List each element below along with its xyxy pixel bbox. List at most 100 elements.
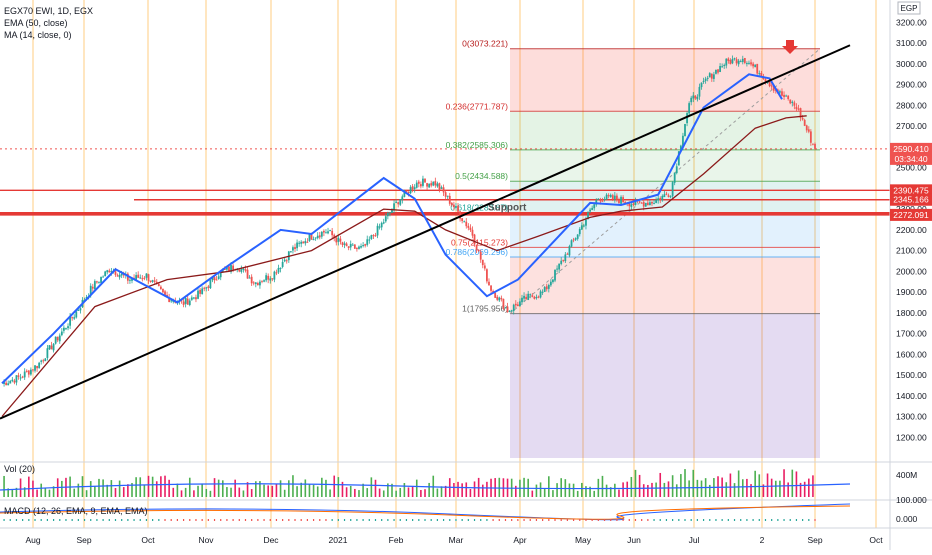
- volume-bar: [61, 480, 63, 497]
- candle-body: [547, 285, 550, 289]
- volume-bar: [110, 480, 113, 497]
- legend-symbol[interactable]: EGX70 EWI, 1D, EGX: [4, 6, 93, 16]
- candle-body: [673, 172, 676, 183]
- macd-histogram-bar: [213, 519, 216, 521]
- volume-bar: [3, 475, 5, 497]
- candle-body: [764, 79, 767, 82]
- candle-body: [475, 244, 478, 251]
- macd-histogram-bar: [690, 519, 692, 521]
- candle-body: [525, 296, 528, 300]
- candle-body: [603, 199, 606, 201]
- candle-body: [362, 245, 365, 247]
- volume-bar: [382, 490, 385, 497]
- legend-ma-text: MA (14, close, 0): [4, 30, 72, 40]
- legend-volume[interactable]: Vol (20): [4, 464, 35, 474]
- candle-body: [38, 362, 41, 368]
- volume-bar: [213, 478, 216, 497]
- candle-body: [611, 195, 614, 199]
- candle-body: [250, 276, 253, 284]
- macd-histogram-bar: [325, 519, 327, 521]
- candle-body: [545, 286, 548, 290]
- candle-body: [572, 239, 575, 241]
- price-label-text: 2590.410: [893, 144, 929, 154]
- candle-body: [630, 204, 633, 207]
- macd-histogram-bar: [288, 519, 290, 521]
- fib-extension-zone: [510, 313, 820, 458]
- volume-bar: [725, 482, 728, 497]
- volume-bar: [779, 480, 781, 497]
- candle-body: [428, 183, 431, 188]
- volume-bar: [234, 479, 236, 497]
- macd-histogram-bar: [22, 519, 24, 521]
- macd-histogram-bar: [665, 519, 668, 521]
- price-axis-tick: 2200.00: [896, 225, 927, 235]
- macd-histogram-bar: [269, 519, 271, 521]
- candle-body: [665, 193, 668, 195]
- candle-body: [360, 246, 362, 248]
- macd-histogram-bar: [176, 519, 178, 521]
- candle-body: [65, 328, 67, 330]
- legend-ema[interactable]: EMA (50, close): [4, 18, 68, 28]
- candle-body: [471, 229, 474, 236]
- candle-body: [230, 265, 232, 272]
- candle-body: [329, 230, 331, 232]
- candle-body: [63, 327, 65, 331]
- legend-ma[interactable]: MA (14, close, 0): [4, 30, 72, 40]
- candle-body: [168, 297, 171, 302]
- candle-body: [347, 246, 350, 249]
- volume-bar: [746, 478, 748, 497]
- candle-body: [221, 269, 224, 272]
- volume-bar: [465, 482, 468, 497]
- legend-macd[interactable]: MACD (12, 26, EMA, 9, EMA, EMA): [4, 506, 148, 516]
- candle-body: [108, 270, 111, 273]
- candle-body: [339, 238, 342, 242]
- candle-body: [442, 187, 445, 193]
- candle-body: [481, 259, 484, 266]
- candle-body: [190, 297, 193, 300]
- candle-body: [25, 370, 28, 372]
- candle-body: [537, 296, 540, 298]
- candle-body: [814, 143, 816, 149]
- macd-histogram-bar: [133, 519, 135, 521]
- volume-bar: [774, 480, 777, 497]
- candle-body: [302, 241, 305, 244]
- candle-body: [273, 271, 276, 280]
- candle-body: [756, 63, 759, 74]
- candle-body: [281, 261, 284, 267]
- macd-histogram-bar: [139, 519, 141, 521]
- candle-body: [605, 194, 608, 200]
- candle-body: [671, 182, 674, 197]
- candle-body: [267, 275, 270, 280]
- candle-body: [477, 249, 480, 251]
- macd-histogram-bar: [467, 519, 469, 521]
- candle-body: [98, 282, 100, 284]
- candle-body: [279, 267, 282, 269]
- volume-bar: [193, 490, 195, 497]
- fib-zone: [510, 149, 820, 182]
- macd-axis-tick: 100.000: [896, 495, 927, 505]
- candle-body: [34, 365, 36, 371]
- macd-histogram-bar: [764, 519, 767, 521]
- volume-bar: [131, 482, 133, 497]
- volume-bar: [267, 485, 269, 497]
- candle-body: [141, 278, 144, 280]
- candle-body: [539, 291, 542, 298]
- candle-body: [409, 187, 412, 194]
- volume-bar: [94, 486, 96, 497]
- candle-body: [298, 242, 301, 244]
- macd-histogram-bar: [542, 519, 544, 521]
- candle-body: [380, 223, 383, 228]
- volume-bar: [655, 482, 657, 497]
- candle-body: [333, 234, 336, 238]
- macd-histogram-bar: [678, 519, 680, 521]
- macd-histogram-bar: [480, 519, 482, 521]
- candle-body: [558, 263, 561, 270]
- candle-body: [320, 231, 323, 237]
- candle-body: [789, 99, 792, 104]
- candle-body: [56, 336, 59, 341]
- candle-body: [510, 310, 513, 312]
- volume-bar: [808, 478, 810, 497]
- volume-bar: [741, 479, 744, 497]
